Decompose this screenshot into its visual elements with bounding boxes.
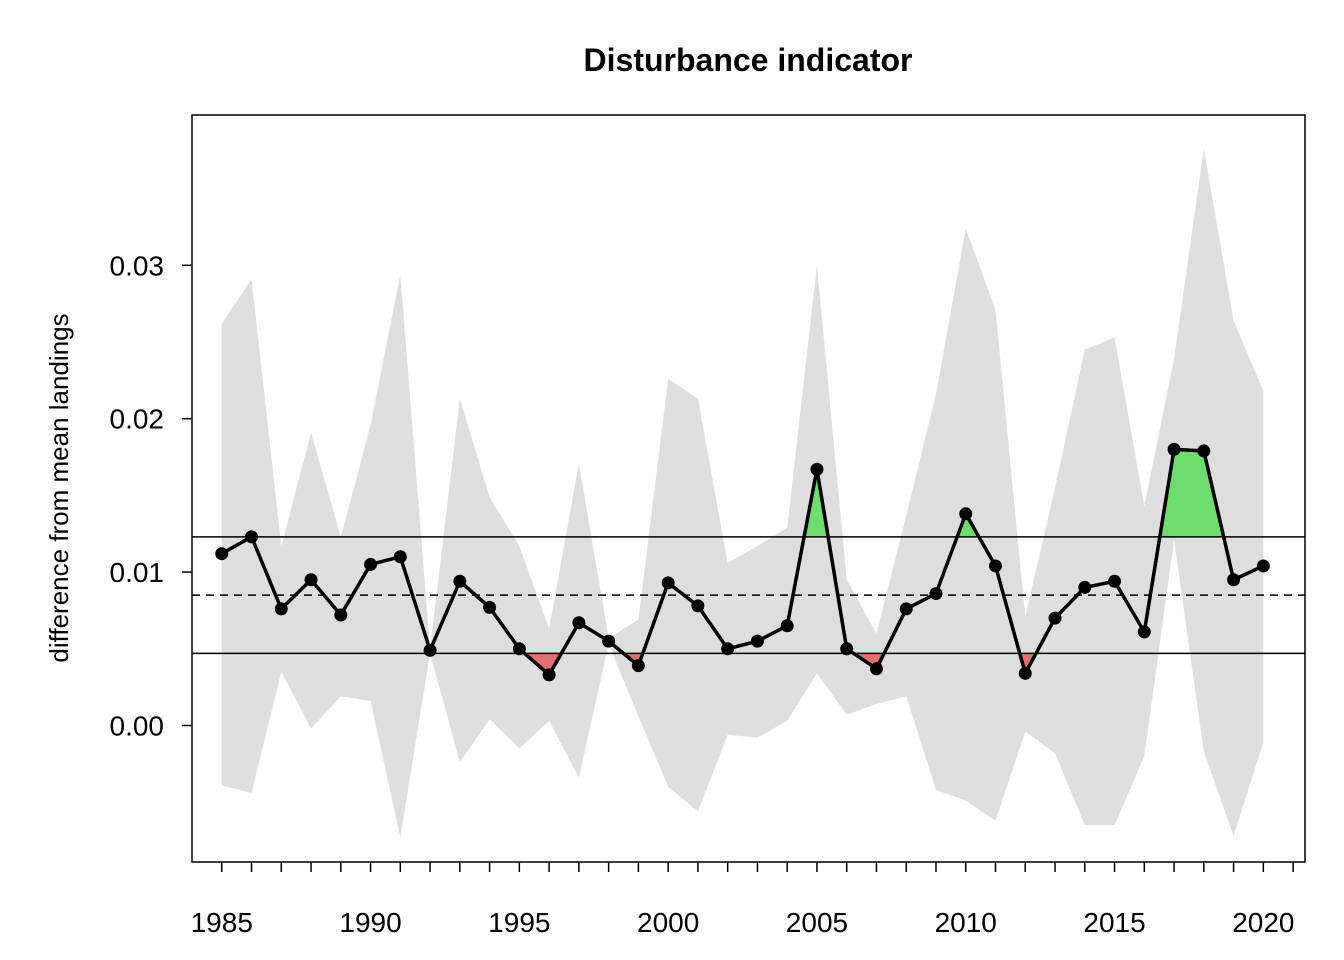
x-tick-label: 2005 [786, 907, 848, 938]
y-axis-label: difference from mean landings [44, 313, 74, 662]
plot-frame [191, 114, 1306, 863]
data-point [1197, 444, 1211, 458]
data-point [989, 559, 1003, 573]
data-point [334, 608, 348, 622]
data-point [1256, 559, 1270, 573]
data-point [572, 616, 586, 630]
data-point [245, 530, 259, 544]
data-point [1078, 580, 1092, 594]
below-threshold-area [524, 653, 562, 675]
data-point [631, 659, 645, 673]
data-point [215, 547, 229, 561]
data-point [1137, 625, 1151, 639]
data-point [453, 574, 467, 588]
data-point [512, 642, 526, 656]
data-point [721, 642, 735, 656]
data-point [274, 602, 288, 616]
data-point [750, 634, 764, 648]
data-point [483, 600, 497, 614]
data-point [1018, 666, 1032, 680]
data-point [810, 462, 824, 476]
data-point [542, 668, 556, 682]
y-tick-label: 0.03 [110, 250, 165, 281]
chart-title: Disturbance indicator [584, 42, 913, 78]
data-point [959, 507, 973, 521]
y-tick-label: 0.00 [110, 710, 165, 741]
data-point [304, 573, 318, 587]
data-point [780, 619, 794, 633]
x-tick-label: 2010 [935, 907, 997, 938]
data-point [840, 642, 854, 656]
data-point [1167, 442, 1181, 456]
data-point [1227, 573, 1241, 587]
y-tick-label: 0.02 [110, 404, 165, 435]
x-tick-label: 2020 [1232, 907, 1294, 938]
data-point [929, 587, 943, 601]
data-point [899, 602, 913, 616]
above-threshold-area [804, 469, 829, 537]
data-point [364, 557, 378, 571]
data-point [602, 634, 616, 648]
x-tick-label: 1990 [339, 907, 401, 938]
plot-area [192, 148, 1305, 838]
y-tick-label: 0.01 [110, 557, 165, 588]
x-tick-label: 2000 [637, 907, 699, 938]
data-point [393, 550, 407, 564]
x-tick-label: 1995 [488, 907, 550, 938]
data-point [1108, 574, 1122, 588]
x-tick-label: 2015 [1083, 907, 1145, 938]
data-point [423, 643, 437, 657]
x-tick-label: 1985 [191, 907, 253, 938]
data-point [1048, 611, 1062, 625]
data-point [661, 576, 675, 590]
interval-band [221, 148, 1264, 838]
above-threshold-area [957, 513, 979, 537]
data-point [691, 599, 705, 613]
data-point [869, 662, 883, 676]
